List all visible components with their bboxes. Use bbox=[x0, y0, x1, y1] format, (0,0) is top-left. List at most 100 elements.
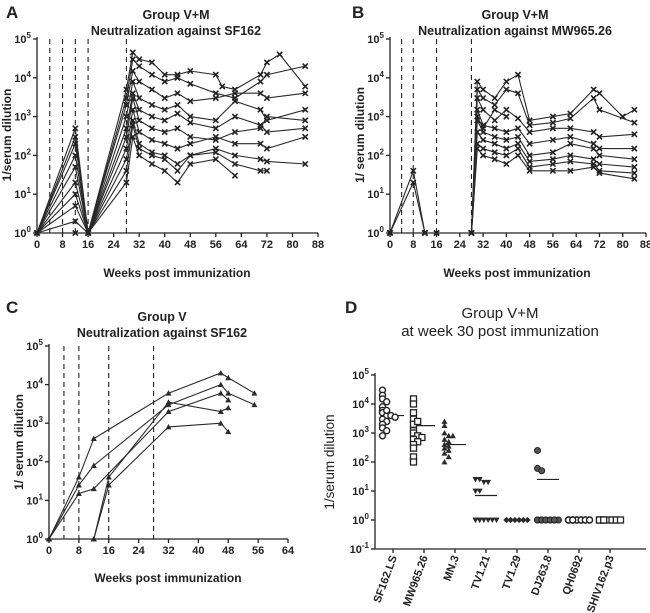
data-point bbox=[187, 152, 194, 159]
data-point bbox=[549, 149, 557, 156]
data-point bbox=[165, 390, 172, 396]
data-point bbox=[136, 117, 143, 124]
data-point bbox=[445, 453, 452, 460]
data-point bbox=[596, 106, 603, 113]
data-point bbox=[90, 536, 97, 542]
data-point bbox=[441, 418, 448, 424]
data-point bbox=[491, 155, 498, 163]
data-point bbox=[549, 160, 557, 168]
x-tick-label: 88 bbox=[640, 239, 650, 251]
data-point bbox=[596, 90, 603, 97]
data-point bbox=[276, 51, 283, 58]
data-point bbox=[409, 458, 418, 466]
y-tick-label: 102 bbox=[26, 454, 43, 469]
x-tick-label: 88 bbox=[312, 239, 324, 251]
data-point bbox=[72, 229, 79, 237]
data-point bbox=[129, 78, 136, 85]
data-point bbox=[251, 390, 258, 396]
data-point bbox=[491, 133, 498, 141]
chart-title: Group V+M bbox=[461, 305, 538, 322]
chart-title: Group V+M bbox=[142, 8, 209, 22]
x-tick-label: 24 bbox=[133, 545, 146, 557]
panel-A: A Group V+M Neutralization against SF162 0 8… bbox=[0, 3, 324, 280]
x-axis-label: Weeks post immunization bbox=[443, 266, 590, 280]
data-point bbox=[567, 125, 574, 132]
y-tick-label: 104 bbox=[26, 377, 43, 392]
x-tick-label: MN.3 bbox=[442, 554, 462, 583]
data-point bbox=[123, 179, 130, 186]
data-point bbox=[596, 145, 603, 152]
data-point bbox=[590, 94, 597, 102]
data-point bbox=[491, 106, 498, 113]
data-point bbox=[526, 122, 533, 129]
data-point bbox=[257, 71, 264, 78]
data-point bbox=[409, 444, 418, 452]
data-point bbox=[550, 516, 558, 524]
data-point bbox=[263, 128, 271, 136]
data-point bbox=[526, 128, 533, 136]
x-tick-label: 48 bbox=[524, 239, 536, 251]
data-point bbox=[129, 117, 136, 124]
data-point bbox=[217, 381, 224, 387]
data-point bbox=[514, 90, 522, 97]
data-point bbox=[569, 516, 577, 524]
data-point bbox=[468, 229, 475, 237]
data-point bbox=[526, 152, 533, 159]
x-tick-label: 8 bbox=[76, 545, 82, 557]
data-point bbox=[549, 155, 557, 163]
x-tick-label: MW965.26 bbox=[401, 554, 430, 608]
data-point bbox=[507, 517, 514, 523]
data-point bbox=[225, 428, 232, 435]
y-tick-label: 100 bbox=[367, 225, 384, 240]
x-tick-label: SF162.LS bbox=[372, 554, 400, 605]
x-tick-label: 32 bbox=[477, 239, 489, 251]
data-point bbox=[174, 145, 181, 152]
data-point bbox=[479, 106, 487, 113]
data-point bbox=[526, 140, 533, 147]
x-tick-label: 80 bbox=[286, 239, 298, 251]
data-point bbox=[474, 86, 481, 93]
chart-title: Group V+M bbox=[481, 8, 548, 22]
y-tick-label: 105 bbox=[367, 31, 384, 46]
data-point bbox=[231, 172, 239, 179]
data-point bbox=[129, 67, 136, 75]
data-point bbox=[631, 155, 638, 163]
data-point bbox=[383, 427, 391, 435]
data-point bbox=[445, 443, 452, 449]
y-tick-label: 10-1 bbox=[350, 541, 370, 556]
data-point bbox=[386, 229, 394, 237]
data-point bbox=[161, 140, 168, 147]
y-tick-label: 103 bbox=[26, 415, 43, 430]
series-line bbox=[36, 109, 306, 235]
data-point bbox=[46, 536, 52, 542]
x-tick-label: 48 bbox=[184, 239, 196, 251]
data-point bbox=[72, 202, 79, 210]
data-point bbox=[514, 71, 522, 78]
data-point bbox=[174, 160, 181, 168]
data-point bbox=[148, 160, 156, 168]
data-point bbox=[225, 396, 232, 403]
data-point bbox=[263, 167, 271, 175]
data-point bbox=[161, 167, 168, 175]
data-point bbox=[263, 94, 271, 102]
data-point bbox=[136, 56, 143, 63]
data-point bbox=[549, 136, 557, 144]
data-point bbox=[187, 97, 194, 105]
data-point bbox=[129, 133, 136, 141]
data-point bbox=[474, 113, 481, 120]
data-point bbox=[503, 517, 510, 523]
data-point bbox=[212, 71, 219, 78]
x-tick-label: 72 bbox=[593, 239, 605, 251]
data-point bbox=[212, 155, 219, 163]
chart-title: Group V bbox=[137, 310, 187, 324]
chart-subtitle: Neutralization against SF162 bbox=[91, 24, 261, 38]
data-point bbox=[72, 191, 79, 198]
data-point bbox=[631, 169, 638, 177]
data-point bbox=[378, 432, 387, 440]
y-tick-label: 102 bbox=[352, 454, 369, 469]
data-point bbox=[231, 140, 239, 147]
y-axis-label: 1/ serum dilution bbox=[12, 394, 26, 490]
data-point bbox=[187, 119, 194, 126]
data-point bbox=[302, 125, 309, 132]
panel-C: C Group V Neutralization against SF162 0 8 16… bbox=[6, 298, 295, 585]
